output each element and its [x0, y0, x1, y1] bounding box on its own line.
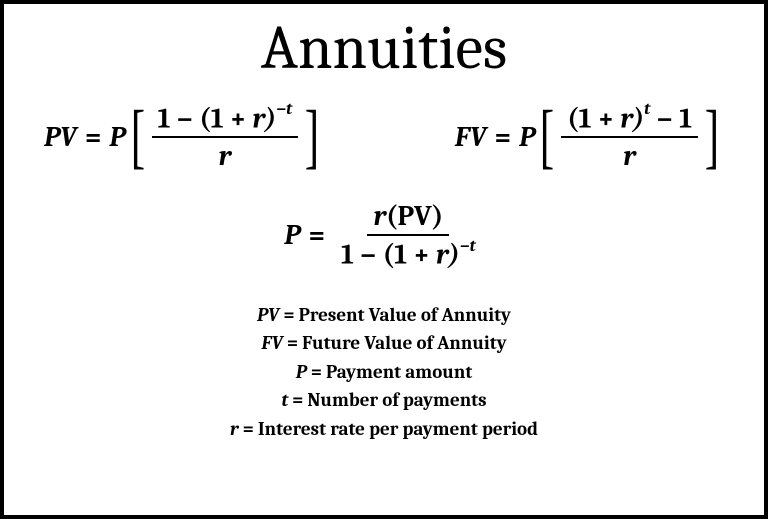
fv-denominator: r — [617, 138, 642, 172]
left-bracket: [ — [540, 108, 554, 166]
fv-coef: P — [519, 121, 535, 153]
fv-numerator: (1 + r)t − 1 — [561, 102, 698, 138]
legend-row: P=Payment amount — [230, 358, 538, 387]
equals: = — [308, 219, 325, 251]
pv-fraction: 1 − (1 + r)−t r — [152, 102, 299, 172]
pv-coef: P — [109, 121, 125, 153]
formula-pv: PV = P [ 1 − (1 + r)−t r ] — [44, 102, 324, 172]
formulas-row: PV = P [ 1 − (1 + r)−t r ] FV = P [ — [34, 102, 734, 172]
legend-row: r=Interest rate per payment period — [230, 415, 538, 444]
fv-lhs: FV — [455, 121, 487, 153]
legend-row: PV=Present Value of Annuity — [230, 301, 538, 330]
p-numerator: r(PV) — [367, 200, 449, 236]
formula-p: P = r(PV) 1 − (1 + r)−t — [284, 200, 483, 270]
legend: PV=Present Value of Annuity FV=Future Va… — [230, 301, 538, 444]
formula-card: Annuities PV = P [ 1 − (1 + r)−t r ] FV — [0, 0, 768, 519]
p-lhs: P — [284, 219, 300, 251]
pv-denominator: r — [213, 138, 238, 172]
pv-numerator: 1 − (1 + r)−t — [152, 102, 299, 138]
right-bracket: ] — [305, 108, 319, 166]
pv-lhs: PV — [44, 121, 77, 153]
legend-row: FV=Future Value of Annuity — [230, 329, 538, 358]
legend-row: t=Number of payments — [230, 386, 538, 415]
formula-fv: FV = P [ (1 + r)t − 1 r ] — [455, 102, 724, 172]
right-bracket: ] — [705, 108, 719, 166]
fv-fraction: (1 + r)t − 1 r — [561, 102, 698, 172]
page-title: Annuities — [261, 12, 507, 84]
p-fraction: r(PV) 1 − (1 + r)−t — [335, 200, 482, 270]
equals: = — [495, 121, 512, 153]
equals: = — [85, 121, 102, 153]
p-denominator: 1 − (1 + r)−t — [335, 236, 482, 270]
left-bracket: [ — [130, 108, 144, 166]
